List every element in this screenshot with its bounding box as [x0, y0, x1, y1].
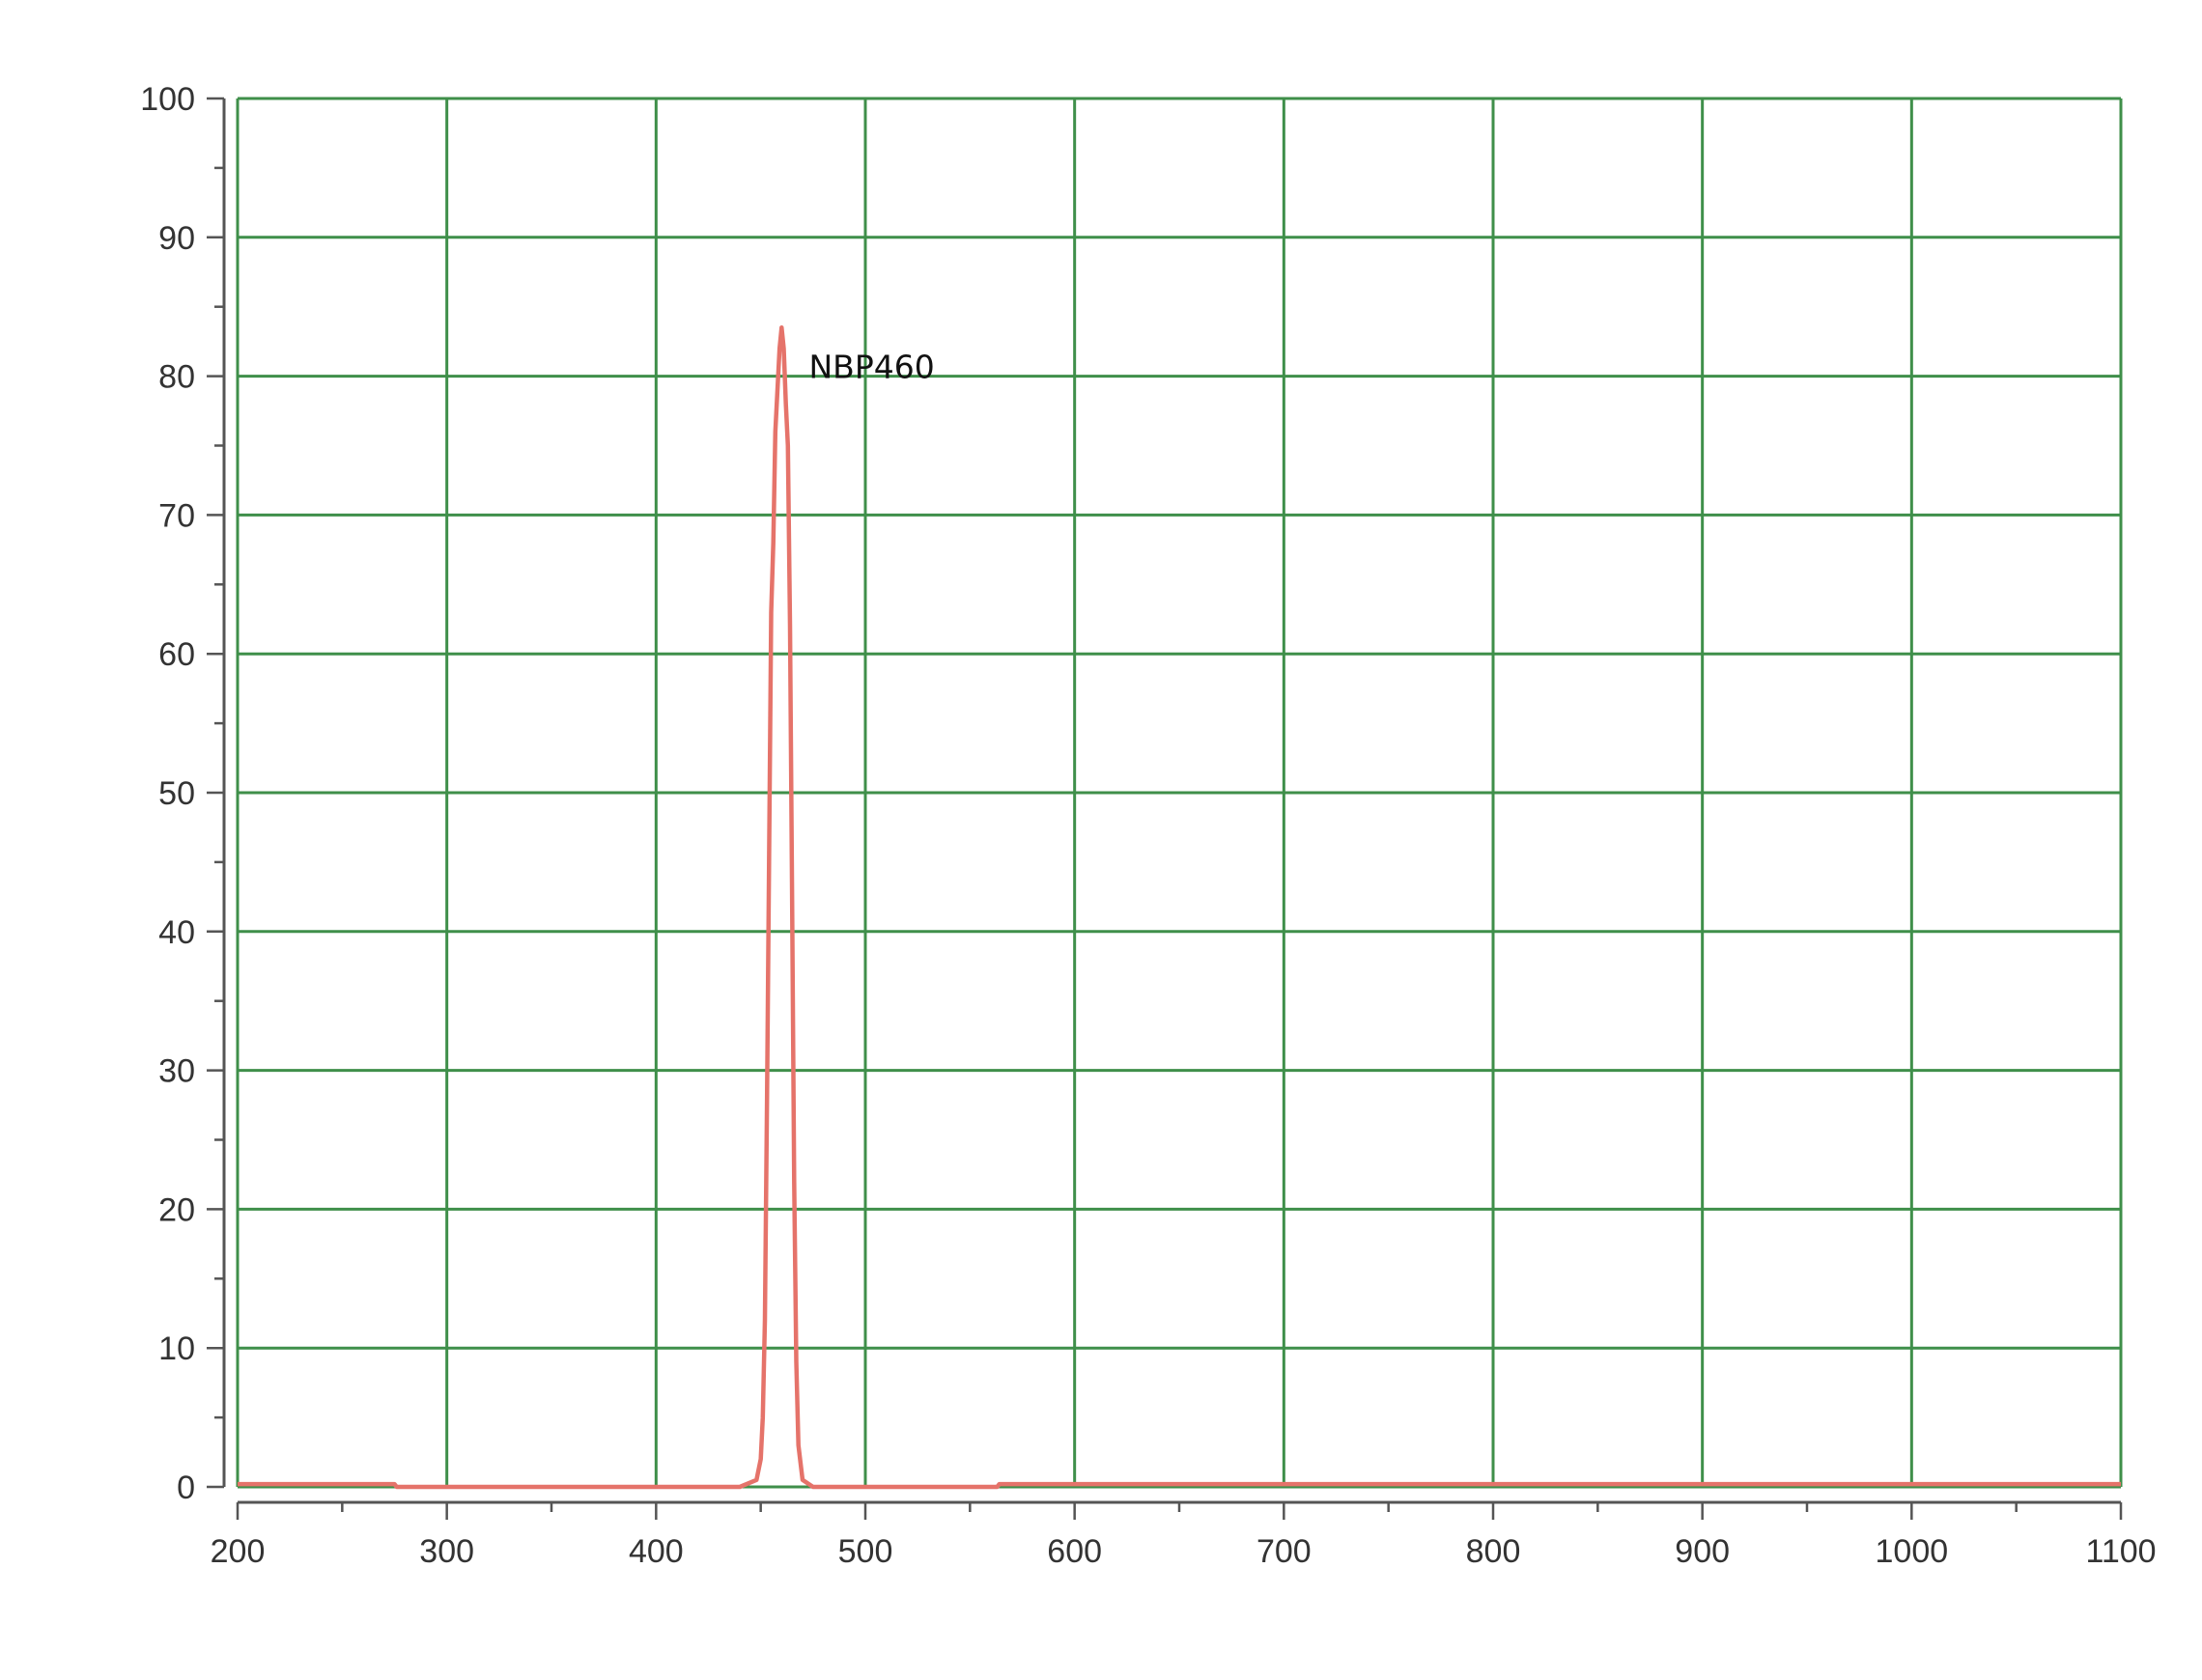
x-tick-label-3: 500: [838, 1533, 893, 1570]
y-tick-label-0: 0: [177, 1470, 195, 1506]
y-tick-label-1: 10: [158, 1330, 195, 1367]
series: [238, 325, 2121, 1490]
y-tick-label-3: 30: [158, 1053, 195, 1090]
x-tick-label-0: 200: [211, 1533, 266, 1570]
y-tick-label-9: 90: [158, 220, 195, 257]
y-tick-label-2: 20: [158, 1191, 195, 1228]
grid: [236, 97, 2123, 1489]
ticks: 0 10 20 30 40 50 60 70 80 90 100 200 300 400 500 600 700…: [140, 81, 2156, 1570]
x-tick-label-6: 800: [1466, 1533, 1521, 1570]
x-tick-label-1: 300: [419, 1533, 474, 1570]
annotations: NBP460: [809, 349, 935, 386]
y-tick-label-4: 40: [158, 914, 195, 951]
y-tick-label-7: 70: [158, 497, 195, 534]
y-tick-label-8: 80: [158, 359, 195, 396]
y-tick-label-10: 100: [140, 81, 195, 118]
y-tick-label-6: 60: [158, 636, 195, 673]
x-tick-label-8: 1000: [1876, 1533, 1949, 1570]
x-tick-label-5: 700: [1256, 1533, 1312, 1570]
annotation-label-0: NBP460: [809, 349, 935, 386]
series-line-0: [238, 325, 2121, 1490]
y-tick-label-5: 50: [158, 775, 195, 812]
x-tick-label-2: 400: [629, 1533, 684, 1570]
x-tick-label-7: 900: [1675, 1533, 1730, 1570]
x-tick-label-4: 600: [1047, 1533, 1102, 1570]
x-tick-label-9: 1100: [2085, 1533, 2156, 1570]
axes: [222, 98, 2121, 1504]
